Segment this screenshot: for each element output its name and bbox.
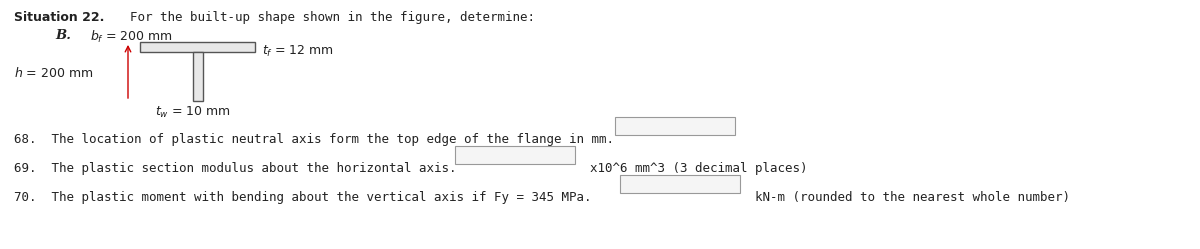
Text: For the built-up shape shown in the figure, determine:: For the built-up shape shown in the figu… — [115, 11, 535, 24]
Text: $t_w$ = 10 mm: $t_w$ = 10 mm — [155, 105, 230, 120]
Bar — [140, 42, 256, 52]
Bar — [192, 52, 203, 101]
Text: Situation 22.: Situation 22. — [14, 11, 104, 24]
Text: kN-m (rounded to the nearest whole number): kN-m (rounded to the nearest whole numbe… — [755, 191, 1070, 204]
Text: x10^6 mm^3 (3 decimal places): x10^6 mm^3 (3 decimal places) — [590, 162, 808, 175]
Text: 68.  The location of plastic neutral axis form the top edge of the flange in mm.: 68. The location of plastic neutral axis… — [14, 133, 614, 146]
Text: 69.  The plastic section modulus about the horizontal axis.: 69. The plastic section modulus about th… — [14, 162, 456, 175]
Text: $b_f$ = 200 mm: $b_f$ = 200 mm — [90, 29, 173, 45]
Bar — [455, 146, 575, 164]
Text: $t_f$ = 12 mm: $t_f$ = 12 mm — [262, 44, 334, 59]
Bar — [616, 117, 734, 135]
Text: B.: B. — [55, 29, 71, 42]
Bar — [620, 175, 740, 193]
Text: $h$ = 200 mm: $h$ = 200 mm — [14, 66, 94, 80]
Text: 70.  The plastic moment with bending about the vertical axis if Fy = 345 MPa.: 70. The plastic moment with bending abou… — [14, 191, 592, 204]
